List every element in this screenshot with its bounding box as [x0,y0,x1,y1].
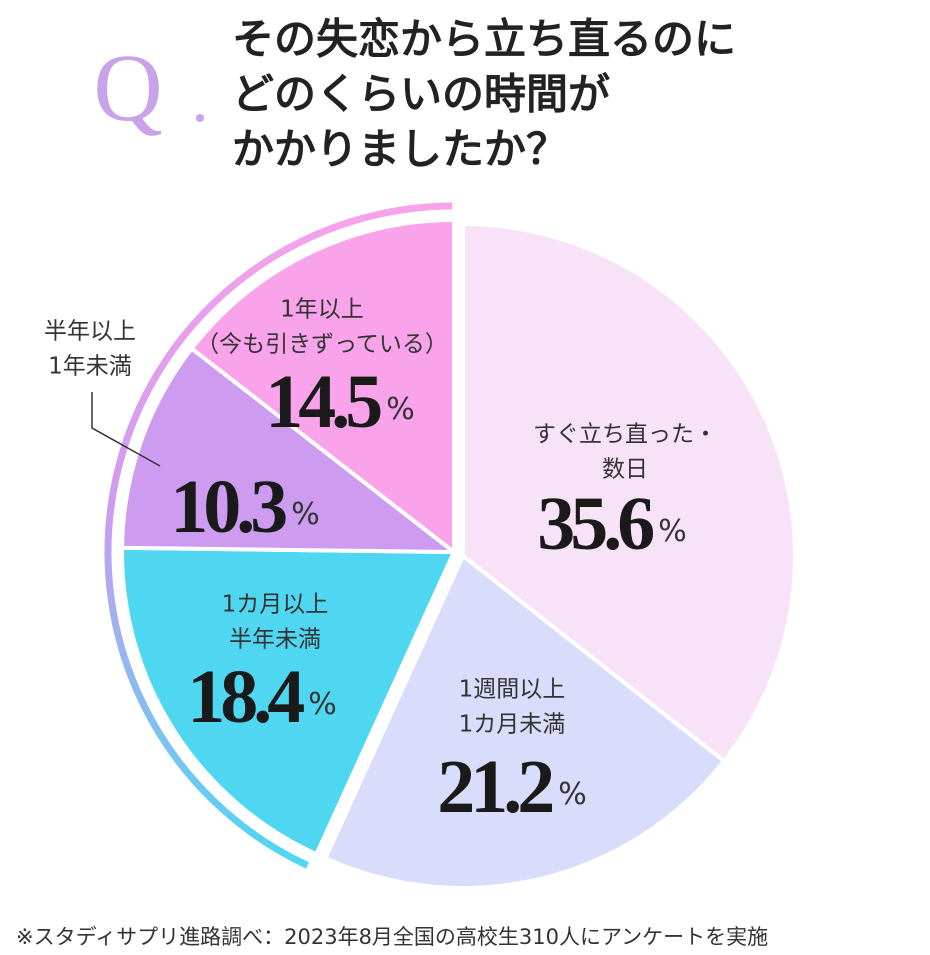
value-label: 35.6% [537,482,687,566]
leader-line [91,392,161,467]
category-label: 1年未満 [48,354,132,380]
pie-slice [461,221,797,764]
value-unit: % [291,497,320,532]
category-label: 半年以上 [44,319,136,345]
pie-slice [322,552,727,890]
value-label: 14.5% [265,360,415,444]
source: ※スタディサプリ進路調べ：2023年8月全国の高校生310人にアンケートを実施 [16,925,768,949]
value-label: 10.3% [170,465,320,549]
category-label: 1カ月以上 [222,592,329,618]
value-number: 18.4 [187,655,304,739]
value-label: 18.4% [187,655,337,739]
q-dot [196,114,204,122]
q-mark: Q [93,34,162,141]
category-label: すぐ立ち直った・ [533,422,717,448]
value-number: 10.3 [170,465,286,549]
value-number: 14.5 [265,360,381,444]
value-unit: % [386,392,415,427]
category-label: （今も引きずっている） [196,332,448,358]
value-number: 21.2 [437,745,552,829]
category-label: 1カ月未満 [459,712,566,738]
title-line: どのくらいの時間が [232,70,610,119]
pie-slice [188,217,456,557]
title-line: その失恋から立ち直るのに [232,15,736,64]
category-label: 半年未満 [229,627,321,653]
outer-ring [104,202,453,869]
pie-slice [120,345,460,555]
value-number: 35.6 [537,482,653,566]
value-label: 21.2% [437,745,587,829]
value-unit: % [308,687,337,722]
value-unit: % [558,777,587,812]
category-label: 1年以上 [280,297,364,323]
pie-slice [120,545,458,857]
title-line: かかりましたか？ [232,125,568,174]
pie [104,202,797,890]
category-label: 1週間以上 [459,677,566,703]
category-label: 数日 [602,457,648,483]
value-unit: % [658,514,687,549]
